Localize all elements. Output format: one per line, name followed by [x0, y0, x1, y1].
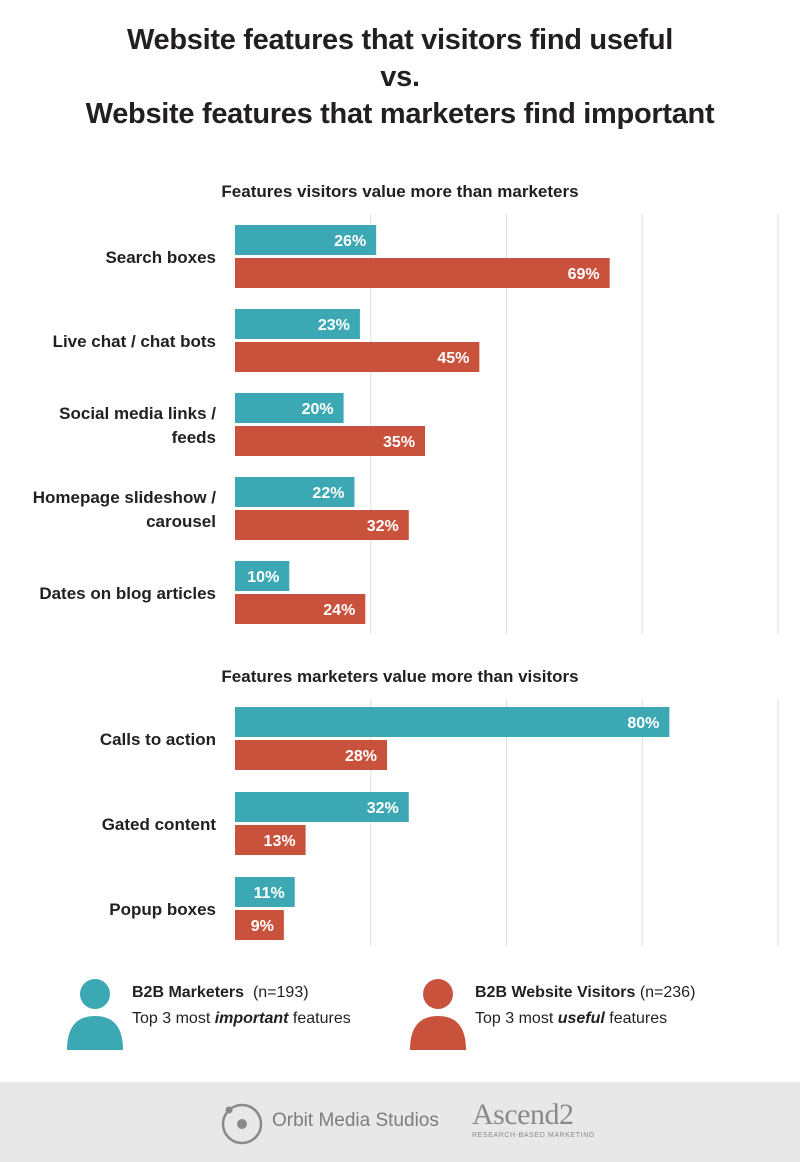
legend-marketers-em: important [214, 1010, 289, 1027]
data-label: 32% [367, 518, 399, 535]
category-label: carousel [146, 512, 216, 531]
data-label: 69% [568, 266, 600, 283]
legend-marketers-pre: Top 3 most [132, 1010, 215, 1027]
person-icon-visitors [410, 979, 466, 1050]
data-label: 32% [367, 800, 399, 817]
bar-visitors [235, 594, 366, 624]
data-label: 20% [302, 401, 334, 418]
legend-marketers-line-1: B2B Marketers (n=193) [132, 980, 309, 1006]
bar-marketers [235, 309, 360, 339]
bar-visitors [235, 510, 409, 540]
category-label: feeds [172, 428, 216, 447]
footer: Orbit Media Studios Ascend2 RESEARCH-BAS… [0, 1082, 800, 1162]
orbit-logo-icon [221, 1103, 263, 1145]
bar-marketers [235, 477, 355, 507]
legend-marketers-n: (n=193) [252, 984, 309, 1001]
legend-visitors-line-1: B2B Website Visitors (n=236) [475, 980, 695, 1006]
legend-visitors-n: (n=236) [639, 984, 696, 1001]
legend-visitors-post: features [604, 1010, 668, 1027]
data-label: 13% [264, 833, 296, 850]
bar-visitors [235, 740, 388, 770]
ascend2-logo: Ascend2 [472, 1098, 574, 1131]
title-line-3: Website features that marketers find imp… [85, 98, 715, 130]
data-label: 26% [334, 233, 366, 250]
person-icon-marketers [67, 979, 123, 1050]
bar-visitors [235, 258, 610, 288]
data-label: 45% [437, 350, 469, 367]
data-label: 23% [318, 317, 350, 334]
data-label: 10% [247, 569, 279, 586]
bar-marketers [235, 393, 344, 423]
data-label: 80% [627, 715, 659, 732]
section-title: Features marketers value more than visit… [221, 667, 578, 686]
bar-visitors [235, 426, 426, 456]
bar-chart: Features visitors value more than market… [33, 182, 779, 946]
legend-marketers-name: B2B Marketers [132, 984, 245, 1001]
orbit-media-studios-logo: Orbit Media Studios [272, 1110, 439, 1131]
legend-visitors-em: useful [557, 1010, 605, 1027]
category-label: Search boxes [105, 248, 216, 267]
legend-marketers-line-2: Top 3 most important features [132, 1006, 351, 1032]
legend-visitors-line-2: Top 3 most useful features [475, 1006, 667, 1032]
data-label: 24% [323, 602, 355, 619]
data-label: 22% [312, 485, 344, 502]
section-title: Features visitors value more than market… [221, 182, 578, 201]
legend-marketers-post: features [288, 1010, 351, 1027]
data-label: 11% [254, 885, 285, 902]
category-label: Dates on blog articles [39, 584, 216, 603]
data-label: 28% [345, 748, 377, 765]
data-label: 9% [251, 918, 274, 935]
bar-marketers [235, 877, 295, 907]
bar-marketers [235, 707, 670, 737]
bar-visitors [235, 910, 284, 940]
category-label: Social media links / [59, 404, 216, 423]
bar-marketers [235, 225, 377, 255]
category-label: Homepage slideshow / [33, 488, 217, 507]
category-label: Live chat / chat bots [53, 332, 216, 351]
data-label: 35% [383, 434, 415, 451]
bar-visitors [235, 825, 306, 855]
category-label: Calls to action [100, 730, 216, 749]
bar-marketers [235, 792, 409, 822]
title-line-1: Website features that visitors find usef… [126, 24, 674, 56]
title-line-2: vs. [380, 61, 420, 93]
category-label: Gated content [102, 815, 217, 834]
bar-marketers [235, 561, 290, 591]
legend-visitors-pre: Top 3 most [475, 1010, 558, 1027]
legend-visitors-name: B2B Website Visitors [475, 984, 636, 1001]
ascend2-tagline: RESEARCH-BASED MARKETING [472, 1132, 595, 1139]
bar-visitors [235, 342, 480, 372]
category-label: Popup boxes [109, 900, 216, 919]
chart-title: Website features that visitors find usef… [0, 22, 800, 133]
